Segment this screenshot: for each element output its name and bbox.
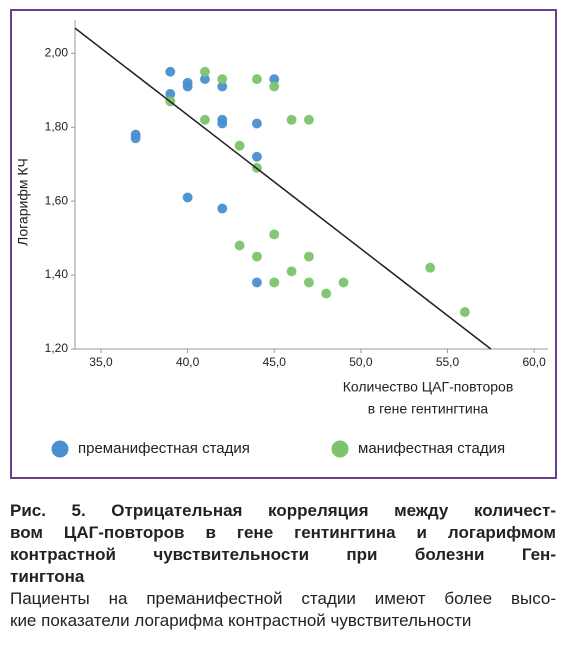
y-tick-label: 1,60 — [45, 193, 69, 207]
point — [251, 277, 262, 288]
point — [251, 118, 262, 129]
y-tick-label: 1,80 — [45, 119, 69, 133]
point — [269, 81, 280, 92]
fit-line — [74, 27, 492, 350]
y-tick-label: 1,40 — [45, 267, 69, 281]
point — [130, 133, 141, 144]
frame — [10, 9, 557, 479]
y-tick-label: 2,00 — [45, 45, 69, 59]
point — [234, 140, 245, 151]
point — [217, 203, 228, 214]
point — [234, 240, 245, 251]
legend-marker — [331, 440, 349, 458]
point — [182, 81, 193, 92]
y-axis-label: Логарифм КЧ — [15, 158, 31, 246]
point — [425, 262, 436, 273]
x-tick-label: 40,0 — [176, 355, 200, 369]
caption-line: Рис. 5. Отрицательная корреляция между к… — [10, 501, 556, 520]
point — [217, 118, 228, 129]
chart: Логарифм КЧ Количество ЦАГ-повторов в ге… — [10, 9, 557, 479]
point — [303, 251, 314, 262]
point — [251, 74, 262, 85]
point — [251, 151, 262, 162]
point — [269, 229, 280, 240]
y-tick-label: 1,20 — [45, 341, 69, 355]
point — [217, 74, 228, 85]
x-tick-label: 60,0 — [522, 355, 546, 369]
point — [182, 192, 193, 203]
legend-marker — [51, 440, 69, 458]
point — [269, 277, 280, 288]
legend-label: манифестная стадия — [358, 440, 505, 457]
point — [199, 66, 210, 77]
x-tick-label: 50,0 — [349, 355, 373, 369]
point — [286, 266, 297, 277]
caption-line: вом ЦАГ-повторов в гене гентингтина и ло… — [10, 523, 556, 542]
point — [286, 114, 297, 125]
caption-line: кие показатели логарифма контрастной чув… — [10, 611, 472, 630]
legend-label: преманифестная стадия — [78, 440, 250, 457]
point — [199, 114, 210, 125]
point — [303, 277, 314, 288]
x-tick-label: 35,0 — [89, 355, 113, 369]
x-axis-label: в гене гентингтина — [368, 401, 489, 417]
x-tick-label: 55,0 — [436, 355, 460, 369]
caption: Рис. 5. Отрицательная корреляция между к… — [10, 500, 556, 632]
point — [459, 307, 470, 318]
caption-line: Пациенты на преманифестной стадии имеют … — [10, 589, 556, 608]
x-axis-label: Количество ЦАГ-повторов — [343, 379, 514, 395]
point — [303, 114, 314, 125]
x-tick-label: 45,0 — [263, 355, 287, 369]
point — [338, 277, 349, 288]
caption-line: контрастной чувствительности при болезни… — [10, 545, 556, 564]
point — [165, 66, 176, 77]
caption-line: тингтона — [10, 567, 85, 586]
point — [251, 251, 262, 262]
point — [321, 288, 332, 299]
